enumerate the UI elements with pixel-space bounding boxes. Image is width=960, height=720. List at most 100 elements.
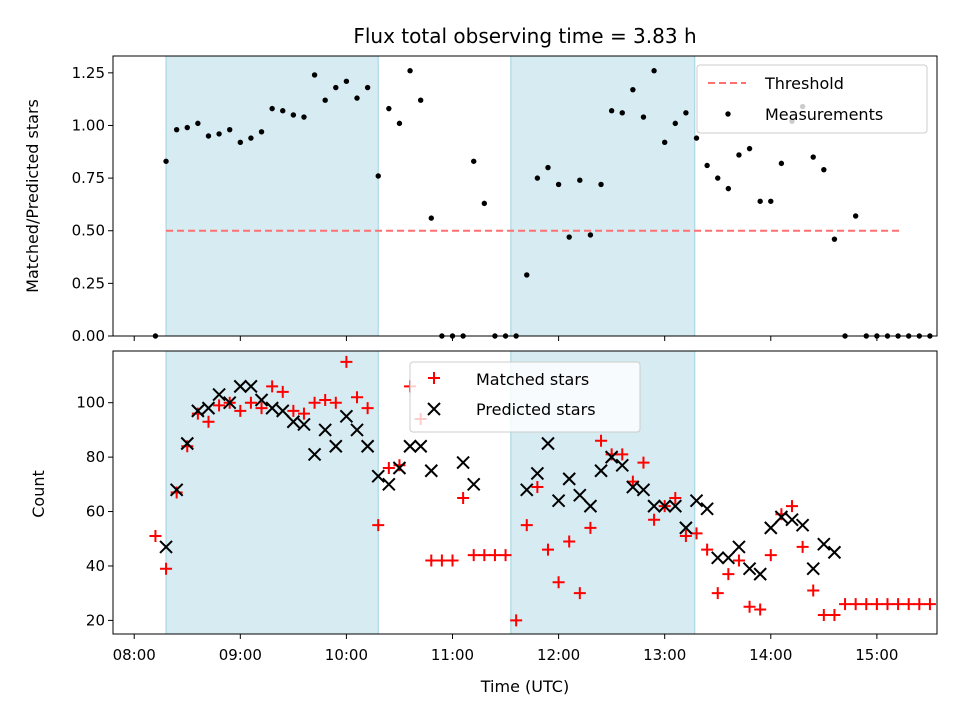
measurement-point (471, 158, 477, 164)
matched-star-marker (160, 562, 173, 575)
predicted-star-marker (169, 483, 184, 497)
predicted-star-marker (626, 480, 640, 494)
matched-star-marker (817, 608, 830, 621)
measurement-point (364, 84, 371, 91)
measurement-point (216, 131, 222, 137)
measurement-point (704, 162, 710, 169)
predicted-star-marker (562, 472, 576, 486)
matched-star-marker (669, 491, 682, 504)
matched-star-marker (276, 385, 289, 398)
matched-star-marker (361, 402, 374, 415)
measurement-point (598, 181, 604, 188)
predicted-star-marker (371, 469, 385, 483)
matched-star-marker (743, 600, 756, 613)
predicted-star-marker (286, 415, 301, 429)
matched-star-marker (213, 399, 226, 412)
matched-star-marker (266, 380, 279, 393)
measurement-point (608, 108, 615, 114)
predicted-star-marker (222, 395, 237, 410)
matched-star-marker (552, 576, 565, 589)
measurement-point (258, 129, 265, 135)
x-tick-label: 08:00 (113, 646, 156, 664)
legend-measurements-label: Measurements (765, 105, 883, 124)
matched-star-marker (902, 598, 915, 611)
observing-interval (165, 55, 379, 337)
predicted-star-marker (360, 439, 375, 453)
matched-star-marker (807, 584, 820, 597)
matched-star-marker (435, 554, 448, 567)
measurement-point (640, 114, 647, 120)
y-tick-label: 0.75 (72, 169, 105, 187)
measurement-point (333, 84, 339, 91)
matched-star-marker (828, 608, 841, 621)
measurement-point (524, 272, 530, 278)
matched-star-marker (382, 462, 395, 475)
measurement-point (831, 236, 838, 242)
matched-star-marker (892, 598, 905, 611)
measurement-point (587, 232, 594, 238)
measurement-point (481, 200, 488, 207)
measurement-point (290, 112, 297, 118)
top-legend-box (696, 64, 928, 134)
predicted-star-marker (456, 455, 470, 470)
predicted-star-marker (467, 477, 481, 492)
measurement-point (566, 234, 572, 240)
matched-star-marker (308, 396, 321, 409)
matched-star-marker (573, 587, 586, 600)
measurement-point (661, 139, 668, 146)
bottom-y-axis-label: Count (29, 470, 48, 518)
matched-star-marker (839, 598, 852, 611)
measurement-point (163, 158, 169, 164)
measurement-point (757, 198, 763, 204)
matched-star-marker (541, 543, 554, 556)
matched-star-marker (754, 603, 767, 616)
measurement-point (821, 166, 827, 173)
predicted-star-marker (785, 513, 799, 527)
measurement-point (301, 114, 307, 120)
predicted-star-marker (350, 423, 364, 437)
matched-star-marker (488, 549, 501, 562)
matched-star-marker (446, 554, 459, 567)
measurement-point (227, 126, 233, 133)
predicted-star-marker (764, 521, 778, 535)
matched-star-marker (520, 519, 533, 532)
x-tick-label: 11:00 (431, 646, 474, 664)
measurement-point (534, 175, 541, 181)
measurement-point (746, 145, 753, 152)
measurement-point (237, 139, 244, 146)
matched-star-marker (595, 434, 608, 447)
predicted-star-marker (180, 436, 194, 451)
legend-predicted-label: Predicted stars (476, 400, 596, 419)
matched-star-marker (923, 598, 936, 611)
axes-frame (112, 350, 938, 635)
matched-star-marker (616, 448, 629, 461)
measurement-point (693, 135, 700, 141)
x-tick-label: 13:00 (643, 646, 686, 664)
legend-matched-swatch (428, 372, 440, 384)
measurement-point (725, 185, 732, 192)
predicted-star-marker (817, 537, 831, 551)
predicted-star-marker (307, 447, 322, 462)
measurement-point (417, 97, 424, 103)
y-tick-label: 40 (86, 557, 105, 575)
measurement-point (195, 120, 201, 127)
measurement-point (311, 72, 318, 78)
predicted-star-marker (392, 461, 407, 475)
matched-star-marker (425, 554, 438, 567)
predicted-star-marker (265, 401, 279, 415)
predicted-star-marker (276, 404, 290, 418)
predicted-star-marker (573, 488, 587, 502)
matched-star-marker (372, 519, 385, 532)
top-legend: Threshold Measurements (696, 64, 928, 134)
y-tick-label: 80 (86, 448, 105, 466)
measurement-point (651, 68, 657, 74)
predicted-star-marker (827, 545, 842, 560)
predicted-star-marker (254, 393, 269, 407)
measurement-point (280, 108, 286, 114)
measurement-point (768, 198, 774, 204)
matched-star-marker (340, 355, 353, 368)
measurement-point (810, 154, 816, 160)
matched-star-marker (234, 404, 247, 417)
y-tick-label: 0.25 (72, 274, 105, 292)
